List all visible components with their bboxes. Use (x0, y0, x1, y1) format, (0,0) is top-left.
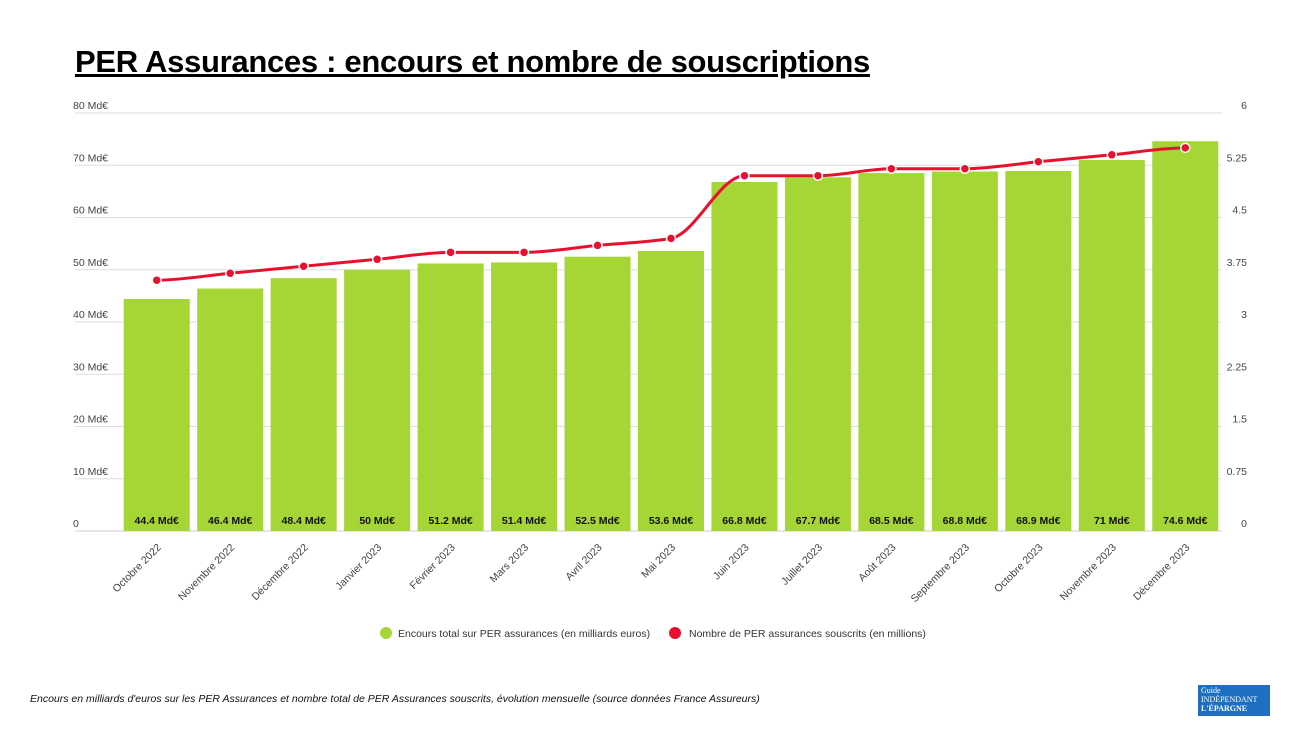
line-point (959, 163, 971, 174)
y-left-tick: 20 Md€ (73, 414, 108, 426)
x-tick: Décembre 2023 (1131, 542, 1192, 603)
line-point (224, 267, 236, 279)
y-left-tick: 60 Md€ (73, 205, 108, 217)
data-label: 66.8 Md€ (722, 515, 767, 527)
line-point (298, 261, 309, 272)
x-tick: Mai 2023 (639, 542, 678, 581)
bar (344, 269, 411, 531)
legend-label-line: Nombre de PER assurances souscrits (en m… (689, 628, 926, 640)
bar (564, 256, 631, 531)
line-point (151, 274, 162, 286)
line-point (1106, 149, 1118, 161)
x-tick: Juin 2023 (711, 542, 752, 583)
x-tick: Août 2023 (856, 542, 898, 584)
y-right-tick: 3.75 (1227, 257, 1248, 269)
y-left-tick: 50 Md€ (73, 257, 108, 269)
bar (123, 299, 190, 531)
x-tick: Novembre 2023 (1058, 542, 1119, 603)
data-label: 46.4 Md€ (208, 515, 253, 527)
y-right-tick: 3 (1241, 309, 1247, 321)
caption: Encours en milliards d'euros sur les PER… (30, 693, 760, 705)
bar (1078, 160, 1145, 531)
x-tick: Octobre 2022 (110, 542, 164, 596)
line-point (665, 233, 677, 244)
bar (270, 278, 337, 531)
y-right-tick: 4.5 (1232, 205, 1247, 217)
bar (491, 262, 558, 531)
data-label: 48.4 Md€ (281, 515, 326, 527)
data-label: 68.8 Md€ (943, 515, 988, 527)
data-label: 51.4 Md€ (502, 515, 547, 527)
y-left-tick: 40 Md€ (73, 309, 108, 321)
x-tick: Novembre 2022 (176, 542, 237, 603)
x-tick: Janvier 2023 (333, 542, 384, 593)
bar (197, 288, 264, 531)
bar (1152, 141, 1219, 531)
line-point (592, 240, 603, 251)
x-tick: Mars 2023 (488, 542, 532, 586)
data-label: 68.9 Md€ (1016, 515, 1061, 527)
y-right-tick: 0 (1241, 518, 1247, 530)
legend-marker-line (669, 627, 681, 639)
line-point (886, 163, 897, 174)
line-point (1033, 156, 1044, 168)
data-label: 51.2 Md€ (428, 515, 473, 527)
y-right-tick: 6 (1241, 100, 1247, 112)
y-right-tick: 1.5 (1232, 414, 1247, 426)
line-point (739, 170, 750, 181)
y-left-tick: 80 Md€ (73, 100, 108, 112)
x-tick: Février 2023 (408, 542, 458, 592)
bar (1005, 170, 1072, 531)
line-point (518, 247, 530, 258)
line-point (371, 254, 383, 265)
data-label: 44.4 Md€ (135, 515, 180, 527)
data-label: 74.6 Md€ (1163, 515, 1208, 527)
data-label: 53.6 Md€ (649, 515, 694, 527)
line-point (1180, 142, 1191, 154)
x-tick: Octobre 2023 (992, 542, 1046, 596)
legend-label-bar: Encours total sur PER assurances (en mil… (398, 628, 650, 640)
chart-title: PER Assurances : encours et nombre de so… (75, 44, 870, 79)
data-label: 71 Md€ (1094, 515, 1130, 527)
bar (417, 263, 484, 531)
data-label: 68.5 Md€ (869, 515, 914, 527)
y-left-tick: 30 Md€ (73, 361, 108, 373)
x-tick: Juillet 2023 (779, 542, 825, 588)
logo: Guide INDÉPENDANT L'ÉPARGNE (1198, 685, 1270, 716)
bar (784, 177, 851, 531)
x-tick: Décembre 2022 (249, 542, 310, 603)
y-left-tick: 70 Md€ (73, 152, 108, 164)
data-label: 67.7 Md€ (796, 515, 841, 527)
y-left-tick: 0 (73, 518, 79, 530)
x-tick: Septembre 2023 (909, 542, 972, 605)
data-label: 50 Md€ (359, 515, 395, 527)
bar (711, 181, 778, 531)
legend-marker-bar (380, 627, 392, 639)
y-left-tick: 10 Md€ (73, 466, 108, 478)
bar (638, 250, 704, 531)
line-point (812, 170, 824, 181)
bar (858, 173, 925, 531)
y-right-tick: 2.25 (1227, 361, 1248, 373)
x-tick: Avril 2023 (563, 542, 604, 583)
data-label: 52.5 Md€ (575, 515, 620, 527)
y-right-tick: 5.25 (1227, 152, 1248, 164)
y-right-tick: 0.75 (1227, 466, 1248, 478)
line-point (445, 247, 456, 258)
bar (931, 171, 998, 531)
